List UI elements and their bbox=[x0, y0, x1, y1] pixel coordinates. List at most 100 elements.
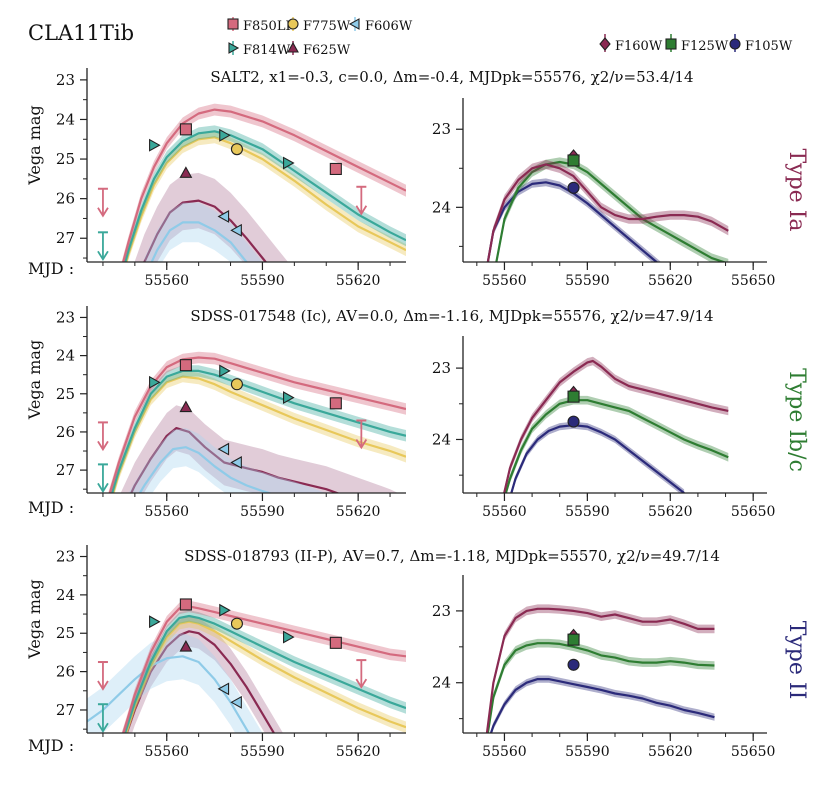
data-point-f125w bbox=[567, 154, 580, 167]
model-curve-f606w bbox=[87, 655, 251, 733]
data-point-f625w bbox=[179, 166, 193, 178]
figure-title: CLA11Tib bbox=[28, 21, 134, 45]
model-curve-f625w bbox=[143, 199, 268, 262]
band-f105w bbox=[510, 421, 685, 493]
x-tick-label: 55590 bbox=[240, 273, 285, 289]
legend-marker bbox=[348, 18, 360, 30]
data-point-f606w bbox=[217, 210, 230, 223]
legend-marker bbox=[665, 38, 677, 50]
model-curve-f625w bbox=[130, 427, 341, 493]
y-tick-label: 23 bbox=[56, 548, 75, 566]
x-tick-label: 55620 bbox=[648, 744, 693, 760]
legend-left: F850LP F775W F606W F814W F625W bbox=[227, 17, 413, 58]
data-point-f850lp bbox=[179, 123, 192, 136]
legend-marker bbox=[729, 38, 741, 50]
upper-limit-arrow bbox=[97, 680, 109, 691]
data-point-f606w bbox=[217, 442, 230, 456]
band-f606w bbox=[128, 428, 327, 493]
x-tick-label: 55560 bbox=[144, 504, 189, 520]
data-point-f814w bbox=[219, 603, 231, 617]
legend-label: F850LP bbox=[243, 19, 294, 34]
type-label: Type Ia bbox=[784, 148, 809, 231]
model-curve-f814w bbox=[123, 614, 406, 733]
legend-label: F160W bbox=[615, 39, 663, 54]
data-point-f850lp bbox=[179, 598, 192, 611]
data-point-f814w bbox=[283, 630, 295, 644]
model-curve-f850lp bbox=[122, 108, 406, 262]
model-curve-f160w bbox=[486, 163, 729, 262]
y-tick-label: 23 bbox=[432, 120, 451, 138]
upper-limit-arrow bbox=[97, 250, 109, 262]
plot-area bbox=[503, 356, 729, 493]
plot-area bbox=[108, 351, 406, 493]
data-point-f125w bbox=[567, 390, 580, 403]
y-tick-label: 24 bbox=[56, 586, 75, 604]
plot-area bbox=[121, 103, 406, 262]
data-point-f775w bbox=[230, 143, 243, 156]
model-curve-f160w bbox=[503, 359, 729, 493]
model-curve-f625w bbox=[125, 630, 276, 733]
legend-label: F105W bbox=[745, 39, 793, 54]
data-point-f814w bbox=[149, 138, 161, 152]
upper-limit-arrow bbox=[355, 678, 368, 689]
model-curve-f775w bbox=[125, 136, 406, 262]
data-point-f814w bbox=[283, 391, 295, 405]
upper-limit-arrow bbox=[355, 205, 368, 216]
upper-limit-arrow bbox=[355, 439, 368, 450]
legend-item-f606w: F606W bbox=[348, 17, 413, 34]
mjd-label: MJD : bbox=[28, 498, 74, 517]
plot-area bbox=[486, 157, 729, 262]
legend-label: F125W bbox=[681, 39, 729, 54]
data-point-f850lp bbox=[179, 359, 192, 372]
model-curve-f105w bbox=[486, 181, 659, 262]
y-tick-label: 26 bbox=[56, 663, 75, 681]
x-tick-label: 55560 bbox=[482, 273, 527, 289]
panel-title: SDSS-018793 (II-P), AV=0.7, Δm=-1.18, MJ… bbox=[184, 547, 720, 565]
band-f775w bbox=[124, 616, 406, 733]
data-point-f625w bbox=[179, 400, 193, 413]
band-f625w bbox=[134, 172, 289, 262]
legend-item-f850lp: F850LP bbox=[227, 17, 294, 34]
y-tick-label: 27 bbox=[56, 229, 75, 247]
upper-limit-arrow bbox=[97, 440, 109, 452]
x-tick-label: 55590 bbox=[565, 744, 610, 760]
y-axis-label: Vega mag bbox=[25, 579, 44, 659]
model-curve-f814w bbox=[110, 369, 406, 493]
y-tick-label: 24 bbox=[56, 347, 75, 365]
legend-label: F814W bbox=[243, 43, 291, 58]
panel-title: SDSS-017548 (Ic), AV=0.0, Δm=-1.16, MJDp… bbox=[190, 307, 713, 325]
left-panel: 23 24 25 26 27 55560 55590 55620 bbox=[56, 306, 406, 520]
type-label: Type Ib/c bbox=[784, 368, 809, 472]
band-f850lp bbox=[108, 351, 406, 493]
right-panel: 23 24 55560 55590 55620 55650 bbox=[432, 98, 775, 289]
band-f775w bbox=[111, 370, 406, 493]
x-tick-label: 55620 bbox=[648, 273, 693, 289]
x-tick-label: 55590 bbox=[240, 504, 285, 520]
band-f850lp bbox=[121, 103, 406, 262]
x-tick-label: 55590 bbox=[565, 504, 610, 520]
band-f606w bbox=[87, 633, 263, 733]
data-point-f625w bbox=[179, 640, 193, 652]
legend-item-f105w: F105W bbox=[729, 34, 793, 54]
legend-marker bbox=[599, 37, 611, 51]
band-f125w bbox=[487, 638, 715, 733]
legend-item-f125w: F125W bbox=[665, 34, 729, 54]
band-f125w bbox=[495, 157, 729, 262]
upper-limit-arrow bbox=[97, 207, 109, 218]
left-panel: 23 24 25 26 27 55560 55590 55620 bbox=[56, 68, 406, 289]
data-point-f814w bbox=[219, 364, 231, 378]
y-tick-label: 25 bbox=[56, 624, 75, 642]
band-f775w bbox=[124, 131, 406, 262]
legend-label: F606W bbox=[365, 19, 413, 34]
model-curve-f606w bbox=[138, 446, 273, 493]
band-f105w bbox=[489, 675, 715, 733]
x-tick-label: 55590 bbox=[565, 273, 610, 289]
band-f160w bbox=[486, 604, 715, 733]
band-f814w bbox=[123, 125, 406, 262]
data-point-f814w bbox=[149, 375, 161, 389]
band-f625w bbox=[120, 405, 399, 493]
y-tick-label: 24 bbox=[432, 198, 451, 216]
legend-marker bbox=[287, 18, 299, 30]
legend-item-f775w: F775W bbox=[287, 17, 351, 34]
